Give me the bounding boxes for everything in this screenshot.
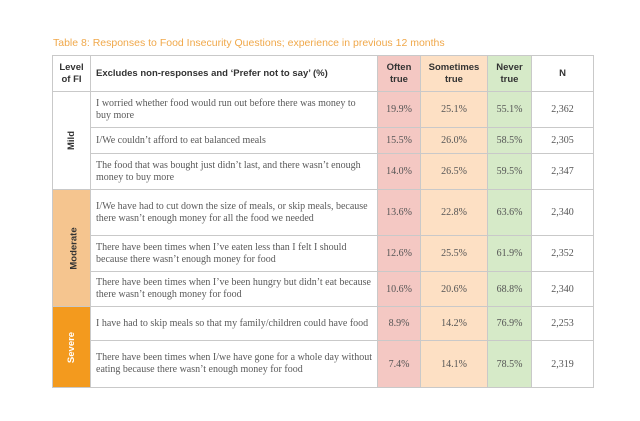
question-cell: The food that was bought just didn’t las…	[90, 153, 378, 190]
table-row: Severe I have had to skip meals so that …	[52, 306, 594, 388]
header-often-true: Often true	[377, 55, 421, 92]
sometimes-true-cell: 25.1%	[420, 91, 488, 128]
n-cell: 2,319	[531, 340, 594, 388]
table-row: There have been times when I/we have gon…	[53, 340, 594, 388]
often-true-cell: 14.0%	[377, 153, 421, 190]
n-cell: 2,352	[531, 235, 594, 272]
n-cell: 2,347	[531, 153, 594, 190]
never-true-cell: 59.5%	[487, 153, 532, 190]
level-moderate: Moderate	[52, 189, 91, 307]
table-row: I/We couldn’t afford to eat balanced mea…	[53, 127, 594, 154]
often-true-cell: 8.9%	[377, 306, 421, 341]
n-cell: 2,340	[531, 271, 594, 307]
question-cell: I/We have had to cut down the size of me…	[90, 189, 378, 236]
never-true-cell: 68.8%	[487, 271, 532, 307]
often-true-cell: 12.6%	[377, 235, 421, 272]
never-true-cell: 76.9%	[487, 306, 532, 341]
header-sometimes-true: Sometimes true	[420, 55, 488, 92]
sometimes-true-cell: 25.5%	[420, 235, 488, 272]
table-row: There have been times when I’ve eaten le…	[53, 235, 594, 272]
header-row: Level of FI Excludes non-responses and ‘P…	[52, 55, 594, 92]
table-row: Mild I worried whether food would run ou…	[52, 91, 594, 190]
n-cell: 2,340	[531, 189, 594, 236]
sometimes-true-cell: 22.8%	[420, 189, 488, 236]
never-true-cell: 63.6%	[487, 189, 532, 236]
often-true-cell: 7.4%	[377, 340, 421, 388]
never-true-cell: 78.5%	[487, 340, 532, 388]
food-insecurity-table: Level of FI Excludes non-responses and ‘P…	[52, 55, 594, 388]
header-n: N	[531, 55, 594, 92]
never-true-cell: 58.5%	[487, 127, 532, 154]
level-severe: Severe	[52, 306, 91, 388]
header-never-true: Never true	[487, 55, 532, 92]
table-row: Moderate I/We have had to cut down the s…	[52, 189, 594, 307]
n-cell: 2,362	[531, 91, 594, 128]
question-cell: There have been times when I/we have gon…	[90, 340, 378, 388]
question-cell: I have had to skip meals so that my fami…	[90, 306, 378, 341]
often-true-cell: 19.9%	[377, 91, 421, 128]
n-cell: 2,305	[531, 127, 594, 154]
question-cell: There have been times when I’ve been hun…	[90, 271, 378, 307]
table-row: The food that was bought just didn’t las…	[53, 153, 594, 190]
question-cell: I worried whether food would run out bef…	[90, 91, 378, 128]
header-question: Excludes non-responses and ‘Prefer not t…	[90, 55, 378, 92]
n-cell: 2,253	[531, 306, 594, 341]
sometimes-true-cell: 20.6%	[420, 271, 488, 307]
table-row: There have been times when I’ve been hun…	[53, 271, 594, 307]
often-true-cell: 15.5%	[377, 127, 421, 154]
level-mild: Mild	[52, 91, 91, 190]
sometimes-true-cell: 26.5%	[420, 153, 488, 190]
sometimes-true-cell: 26.0%	[420, 127, 488, 154]
often-true-cell: 13.6%	[377, 189, 421, 236]
sometimes-true-cell: 14.1%	[420, 340, 488, 388]
never-true-cell: 61.9%	[487, 235, 532, 272]
header-level: Level of FI	[52, 55, 91, 92]
often-true-cell: 10.6%	[377, 271, 421, 307]
table-caption: Table 8: Responses to Food Insecurity Qu…	[53, 37, 445, 49]
never-true-cell: 55.1%	[487, 91, 532, 128]
question-cell: There have been times when I’ve eaten le…	[90, 235, 378, 272]
sometimes-true-cell: 14.2%	[420, 306, 488, 341]
question-cell: I/We couldn’t afford to eat balanced mea…	[90, 127, 378, 154]
